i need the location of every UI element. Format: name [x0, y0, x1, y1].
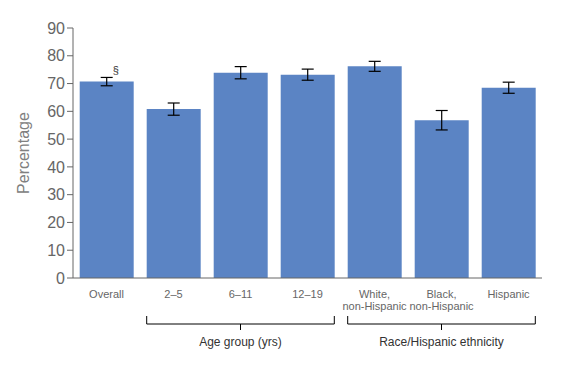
- svg-text:50: 50: [47, 131, 65, 148]
- svg-text:6–11: 6–11: [229, 288, 253, 300]
- svg-text:60: 60: [47, 103, 65, 120]
- svg-text:0: 0: [56, 270, 65, 287]
- svg-text:Age group (yrs): Age group (yrs): [199, 335, 282, 349]
- svg-text:12–19: 12–19: [292, 288, 323, 300]
- svg-text:Percentage: Percentage: [15, 112, 32, 194]
- svg-text:90: 90: [47, 20, 65, 37]
- svg-text:Black,non-Hispanic: Black,non-Hispanic: [409, 288, 474, 312]
- svg-text:Race/Hispanic ethnicity: Race/Hispanic ethnicity: [379, 335, 504, 349]
- svg-text:White,non-Hispanic: White,non-Hispanic: [342, 288, 407, 312]
- svg-text:§: §: [113, 64, 119, 76]
- svg-text:70: 70: [47, 75, 65, 92]
- svg-text:Hispanic: Hispanic: [487, 288, 530, 300]
- svg-text:20: 20: [47, 214, 65, 231]
- svg-text:30: 30: [47, 186, 65, 203]
- svg-text:40: 40: [47, 159, 65, 176]
- svg-text:10: 10: [47, 242, 65, 259]
- svg-text:Overall: Overall: [89, 288, 124, 300]
- svg-text:80: 80: [47, 47, 65, 64]
- svg-text:2–5: 2–5: [164, 288, 182, 300]
